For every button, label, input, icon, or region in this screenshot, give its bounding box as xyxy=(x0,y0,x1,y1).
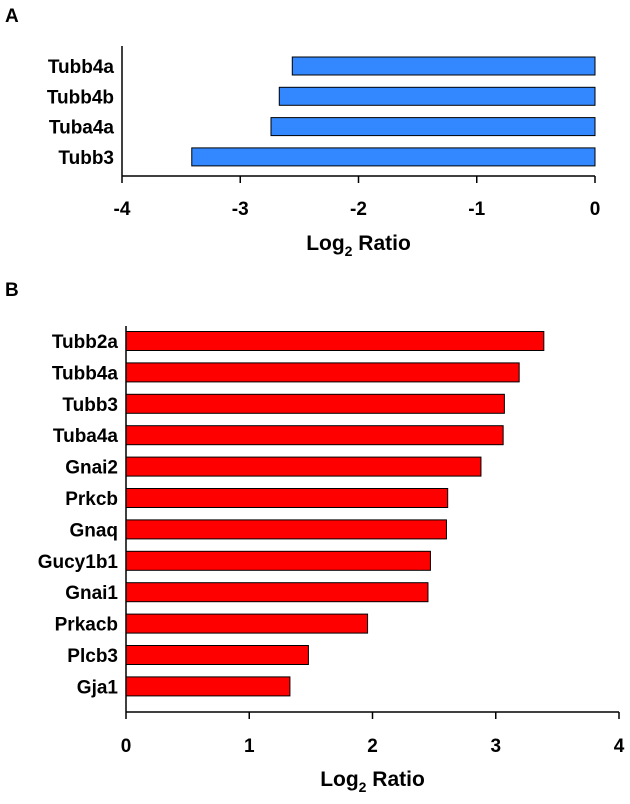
bar-gnai1 xyxy=(125,582,429,603)
panel-a-bars xyxy=(191,56,596,167)
category-label-tubb4b: Tubb4b xyxy=(47,87,114,108)
x-tick-label: 4 xyxy=(614,736,625,757)
x-tick-label: 3 xyxy=(490,736,501,757)
bar-tubb3 xyxy=(191,147,596,167)
category-label-gucy1b1: Gucy1b1 xyxy=(38,552,119,573)
panel-b-x-title-main: Log xyxy=(320,768,358,791)
bar-tubb4b xyxy=(278,86,596,106)
category-label-prkcb: Prkcb xyxy=(65,489,118,510)
x-tick-label: -3 xyxy=(232,199,249,220)
category-label-prkacb: Prkacb xyxy=(55,615,118,636)
panel-b: B Tubb2a Tubb4a Tubb3 Tuba4a Gnai2 Prkcb Gnaq G… xyxy=(5,280,625,795)
bar-gja1 xyxy=(125,676,291,697)
panel-b-bars xyxy=(125,331,545,697)
x-tick-label: -1 xyxy=(468,199,485,220)
category-label-gnai2: Gnai2 xyxy=(65,458,118,479)
panel-a-x-axis-title: Log2 Ratio xyxy=(306,232,411,259)
category-label-tuba4a: Tuba4a xyxy=(49,118,115,139)
panel-a-letter: A xyxy=(5,6,19,27)
panel-b-x-title-sub: 2 xyxy=(359,779,367,795)
bar-gnaq xyxy=(125,519,447,540)
panel-a-x-ticks: -4 -3 -2 -1 0 xyxy=(114,176,601,220)
x-tick-label: 2 xyxy=(367,736,378,757)
bar-gucy1b1 xyxy=(125,550,431,571)
category-label-tubb3: Tubb3 xyxy=(58,148,114,169)
bar-tubb2a xyxy=(125,331,545,351)
bar-tubb4a xyxy=(125,362,520,383)
panel-b-category-labels: Tubb2a Tubb4a Tubb3 Tuba4a Gnai2 Prkcb Gnaq Guc… xyxy=(38,332,119,698)
panel-a-x-title-rest: Ratio xyxy=(352,232,410,255)
x-tick-label: 0 xyxy=(121,736,132,757)
x-tick-label: 0 xyxy=(590,199,601,220)
panel-a-x-title-main: Log xyxy=(306,232,344,255)
category-label-plcb3: Plcb3 xyxy=(67,646,118,667)
category-label-tubb3: Tubb3 xyxy=(62,395,118,416)
panel-b-letter: B xyxy=(5,280,19,301)
panel-b-x-title-rest: Ratio xyxy=(366,768,424,791)
bar-tubb4a xyxy=(291,56,596,76)
category-label-tubb4a: Tubb4a xyxy=(52,363,119,384)
x-tick-label: -4 xyxy=(114,199,131,220)
bar-prkcb xyxy=(125,488,449,508)
category-label-gnaq: Gnaq xyxy=(69,520,118,541)
x-tick-label: 1 xyxy=(244,736,255,757)
x-tick-label: -2 xyxy=(350,199,367,220)
panel-a-category-labels: Tubb4a Tubb4b Tuba4a Tubb3 xyxy=(47,57,115,169)
panel-a: A Tubb4a Tubb4b Tuba4a Tubb3 -4 -3 -2 -1 0 Log2… xyxy=(5,6,600,259)
panel-b-x-ticks: 0 1 2 3 4 xyxy=(121,712,625,757)
category-label-tuba4a: Tuba4a xyxy=(53,426,119,447)
category-label-gja1: Gja1 xyxy=(77,677,119,698)
category-label-tubb4a: Tubb4a xyxy=(48,57,115,78)
category-label-tubb2a: Tubb2a xyxy=(52,332,119,353)
bar-gnai2 xyxy=(125,456,482,477)
bar-tuba4a xyxy=(270,117,596,137)
bar-plcb3 xyxy=(125,645,309,665)
bar-prkacb xyxy=(125,613,369,634)
bar-tuba4a xyxy=(125,425,504,446)
bar-tubb3 xyxy=(125,393,505,414)
category-label-gnai1: Gnai1 xyxy=(65,583,118,604)
panel-b-x-axis-title: Log2 Ratio xyxy=(320,768,425,795)
panel-a-x-title-sub: 2 xyxy=(345,243,353,259)
